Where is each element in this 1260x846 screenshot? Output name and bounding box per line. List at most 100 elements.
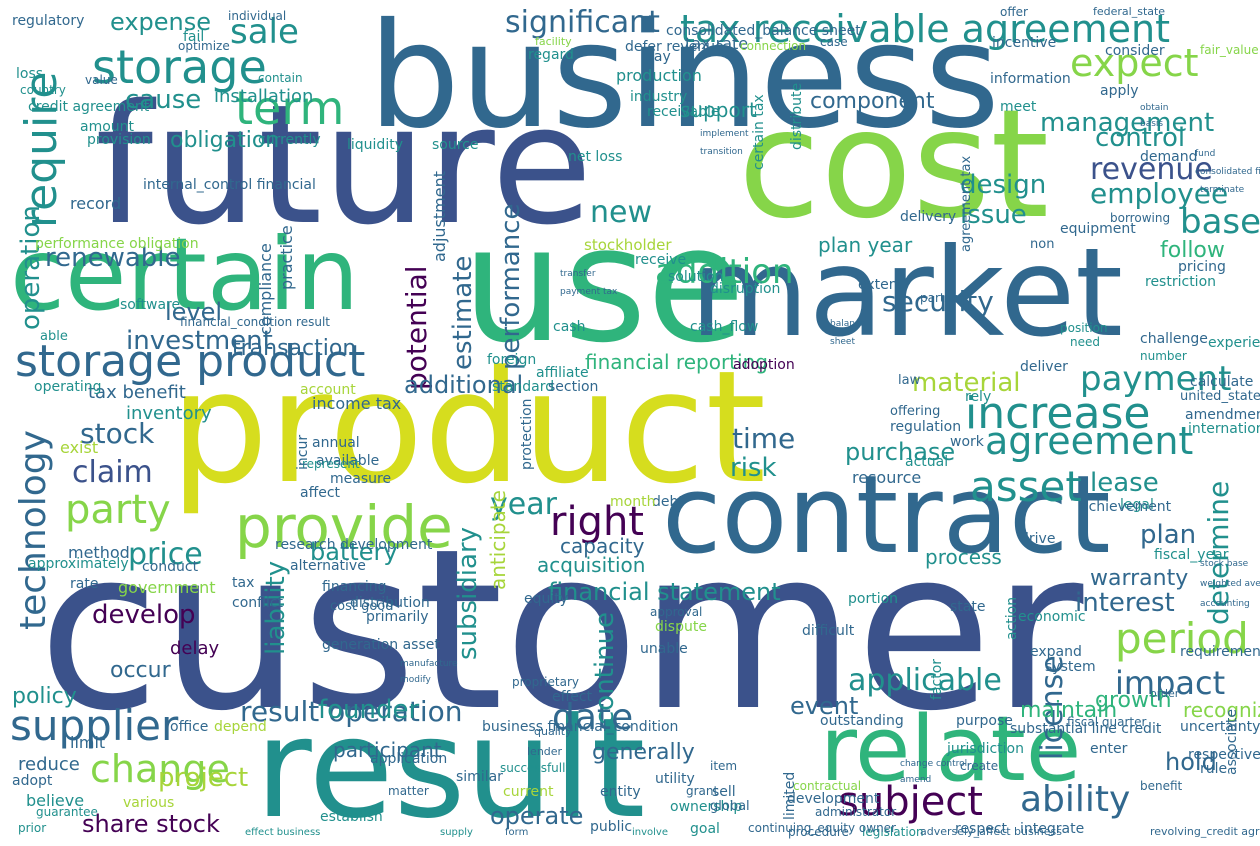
word-tax-receivable-agreement: tax receivable agreement: [680, 7, 1170, 51]
word-significant: significant: [505, 5, 660, 40]
word-accounting: quality: [534, 725, 572, 738]
word-capacity: resource: [852, 468, 922, 487]
word-consider: regard: [528, 47, 574, 63]
word-time: time: [732, 422, 796, 455]
word-storage-product: storage product: [15, 336, 366, 387]
word-resource: follow: [1160, 238, 1225, 263]
word-basis: basis: [1140, 119, 1164, 129]
word-subsidiary: subsidiary: [453, 526, 483, 660]
word-exist: tax benefit: [88, 382, 186, 403]
word-reduce: reduce: [18, 754, 80, 775]
word-jurisdiction: procedure: [788, 825, 849, 839]
word-applicable: applicable: [848, 663, 1002, 698]
word-international: deliver: [1020, 359, 1068, 375]
word-practice: record: [70, 194, 122, 213]
word-design: design: [960, 170, 1047, 200]
word-management: management: [1040, 108, 1215, 138]
word-limit: limit: [70, 733, 106, 752]
word-increase: increase: [965, 388, 1151, 439]
word-price: price: [128, 537, 203, 572]
word-lender: financing: [322, 579, 387, 595]
word-tax-benefit: performance obligation: [35, 236, 199, 252]
word-financial-statement: anticipate: [486, 490, 510, 590]
word-month: pay: [645, 49, 671, 65]
word-receivable: connection: [740, 39, 807, 53]
word-compliance: able: [40, 329, 68, 344]
word-balance: balance: [830, 319, 866, 329]
word-affect: measure: [330, 471, 392, 487]
word-addition: addition: [655, 252, 794, 292]
word-procedure: sell: [712, 784, 736, 800]
word-provide: provide: [235, 493, 453, 561]
word-fiscal-year: economic: [1018, 609, 1086, 625]
word-state: factor: [929, 658, 945, 700]
word-adopt: matter: [388, 784, 429, 798]
word-level: level: [165, 298, 223, 326]
word-matter: jurisdiction: [947, 741, 1024, 757]
word-source: amount: [80, 119, 135, 135]
word-business: business: [368, 0, 1000, 161]
word-federal-state: offer: [1000, 5, 1028, 19]
word-lease: lease: [1090, 468, 1159, 498]
word-revolving-credit-agreement: involve: [632, 827, 669, 838]
word-result: result: [255, 688, 646, 846]
word-sell: public: [590, 819, 633, 835]
word-new: new: [590, 195, 653, 230]
word-incur: adoption: [733, 357, 795, 373]
word-amend: amend: [900, 775, 932, 785]
word-amount: meet: [1000, 99, 1037, 115]
word-continue: continue: [590, 611, 620, 725]
word-relate: relate: [820, 697, 1082, 802]
word-obtain: obtain: [1140, 103, 1169, 113]
word-consolidated-balance-sheet: federal_state: [1093, 5, 1166, 18]
word-law: work: [950, 434, 984, 450]
word-support: process: [925, 545, 1002, 569]
word-risk: risk: [730, 453, 777, 483]
word-distribution: account: [300, 382, 356, 398]
word-occur: delay: [170, 638, 220, 659]
word-income-tax: approximately: [28, 556, 129, 572]
word-renewable: renewable: [45, 243, 181, 273]
word-claim: claim: [72, 455, 153, 490]
word-economic: unable: [640, 641, 688, 657]
word-method: exist: [60, 438, 99, 457]
word-case: incentive: [992, 35, 1057, 51]
word-date: date: [552, 697, 634, 738]
word-net-loss: information: [990, 71, 1071, 87]
word-industry: demand: [1140, 149, 1198, 165]
word-transition: transition: [700, 147, 743, 157]
word-amendment: rely: [965, 389, 992, 405]
word-base: base: [1180, 202, 1260, 242]
word-storage: storage: [92, 40, 267, 94]
word-payment-tax: united_state: [1180, 389, 1260, 404]
word-share-stock: share stock: [82, 810, 220, 838]
word-acquisition: financial statement: [548, 578, 781, 606]
word-prior: believe: [26, 791, 85, 810]
word-associate: outstanding: [820, 713, 904, 729]
word-pricing: experience: [1208, 335, 1260, 351]
word-current: requirement: [1180, 644, 1260, 660]
word-generation-asset: supply: [440, 827, 473, 838]
word-change-control: change control: [900, 759, 968, 769]
word-generally: generally: [592, 740, 695, 765]
word-year: year: [490, 487, 557, 522]
word-incentive: fair_value: [1200, 43, 1259, 57]
word-depend: drive: [1020, 531, 1056, 547]
word-tax-rate: defer revenue: [625, 39, 724, 55]
word-deliver: adopt: [12, 773, 53, 789]
word-consolidated-financial: credit agreement: [28, 99, 150, 115]
word-business-financial-condition: debt: [652, 494, 684, 510]
word-respectively: legislation: [862, 825, 924, 839]
word-period: period: [1115, 614, 1249, 663]
word-proprietary: business financial_condition: [482, 719, 679, 735]
word-country: adjustment: [430, 171, 449, 262]
word-item: respectively: [1188, 747, 1260, 763]
word-cash: section: [548, 379, 599, 395]
word-contract: contract: [662, 453, 1111, 578]
word-manufacture: manufacture: [400, 659, 458, 669]
word-cause: cause: [125, 85, 202, 115]
word-actual: law: [898, 373, 921, 388]
word-terminate: effect: [552, 689, 593, 705]
word-successfully: revolving_credit agreement: [1150, 825, 1260, 838]
word-maintain: maintain: [1020, 698, 1118, 723]
